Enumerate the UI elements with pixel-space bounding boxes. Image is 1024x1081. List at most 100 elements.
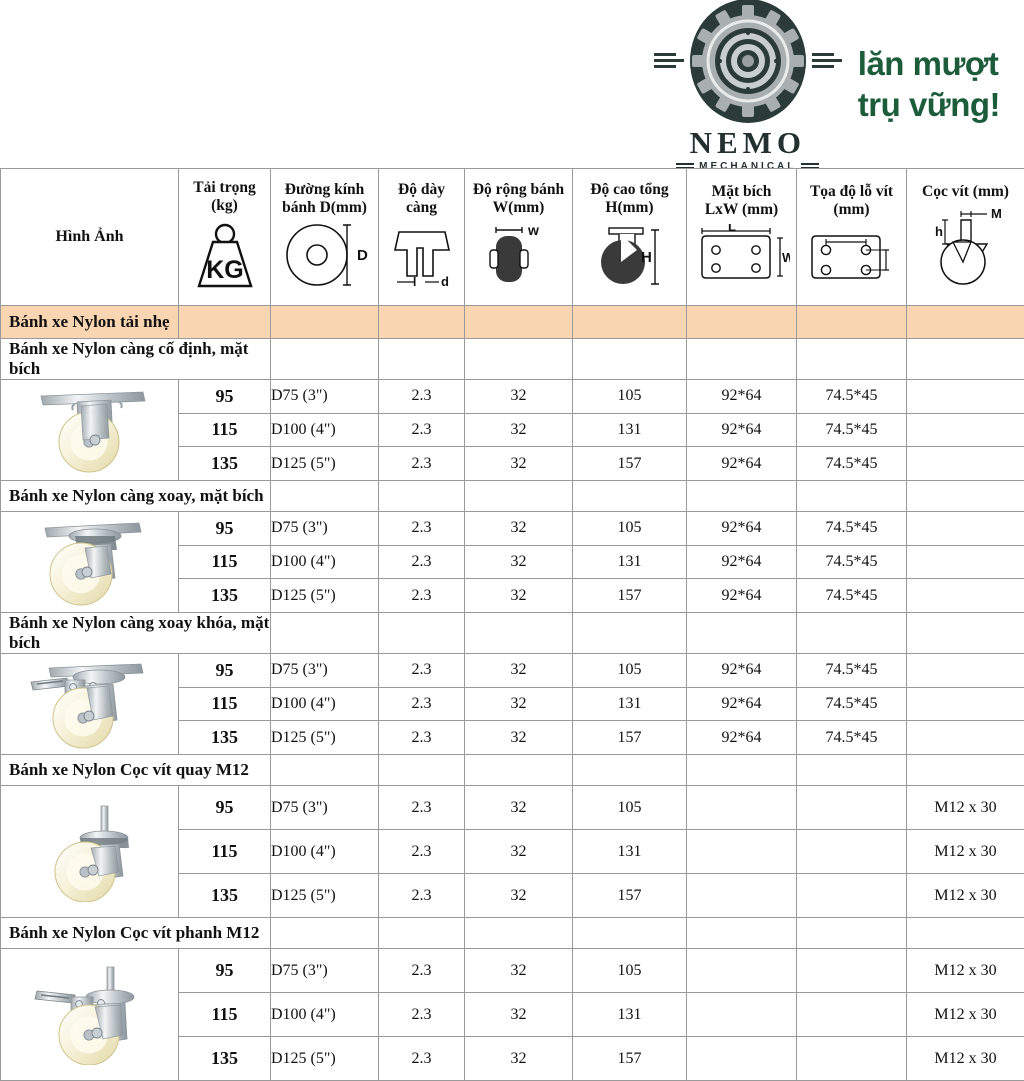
group-filler-cell xyxy=(687,306,797,339)
right-bars-icon xyxy=(812,53,842,68)
cell-load: 115 xyxy=(179,413,271,447)
section-title-row: Bánh xe Nylon càng xoay, mặt bích xyxy=(1,481,1024,512)
cell-flange: 92*64 xyxy=(687,721,797,755)
svg-text:M: M xyxy=(991,206,1002,221)
cell-total-height: 157 xyxy=(573,1037,687,1081)
cell-hole-coords: 74.5*45 xyxy=(797,447,907,481)
cell-fork-thickness: 2.3 xyxy=(379,545,465,579)
cell-total-height: 105 xyxy=(573,654,687,688)
slogan-line-1: lăn mượt xyxy=(858,43,1000,84)
section-filler-cell xyxy=(271,613,379,654)
group-filler-cell xyxy=(465,306,573,339)
cell-load: 95 xyxy=(179,512,271,546)
cell-fork-thickness: 2.3 xyxy=(379,949,465,993)
group-filler-cell xyxy=(907,306,1024,339)
logo-mark: NEMO MECHANICAL xyxy=(654,0,842,172)
cell-wheel-width: 32 xyxy=(465,786,573,830)
section-filler-cell xyxy=(379,613,465,654)
cell-diameter: D125 (5") xyxy=(271,874,379,918)
wheel-diameter-icon: D xyxy=(271,222,378,293)
header-wheel-width: Độ rộng bánh W(mm) w xyxy=(465,169,573,306)
kg-weight-icon: KG xyxy=(179,220,270,295)
svg-text:KG: KG xyxy=(206,256,244,284)
caster-image-cell xyxy=(1,380,179,481)
cell-wheel-width: 32 xyxy=(465,545,573,579)
section-filler-cell xyxy=(907,613,1024,654)
cell-hole-coords xyxy=(797,786,907,830)
left-bars-icon xyxy=(654,53,684,68)
cell-total-height: 105 xyxy=(573,786,687,830)
swivel-plate-caster xyxy=(15,512,165,612)
cell-total-height: 131 xyxy=(573,993,687,1037)
cell-load: 135 xyxy=(179,579,271,613)
cell-flange xyxy=(687,993,797,1037)
cell-flange: 92*64 xyxy=(687,654,797,688)
section-filler-cell xyxy=(797,339,907,380)
cell-stem xyxy=(907,687,1024,721)
section-filler-cell xyxy=(465,339,573,380)
wheel-width-icon: w xyxy=(465,222,572,293)
header-image: Hình Ảnh xyxy=(1,169,179,306)
section-filler-cell xyxy=(687,755,797,786)
cell-total-height: 157 xyxy=(573,874,687,918)
cell-diameter: D125 (5") xyxy=(271,447,379,481)
section-filler-cell xyxy=(271,755,379,786)
cell-fork-thickness: 2.3 xyxy=(379,721,465,755)
cell-fork-thickness: 2.3 xyxy=(379,512,465,546)
cell-diameter: D100 (4") xyxy=(271,413,379,447)
section-title-row: Bánh xe Nylon càng cố định, mặt bích xyxy=(1,339,1024,380)
section-filler-cell xyxy=(907,918,1024,949)
caster-image-cell xyxy=(1,786,179,918)
section-filler-cell xyxy=(379,755,465,786)
cell-flange xyxy=(687,830,797,874)
cell-total-height: 157 xyxy=(573,579,687,613)
section-filler-cell xyxy=(271,481,379,512)
section-filler-cell xyxy=(379,339,465,380)
cell-flange: 92*64 xyxy=(687,512,797,546)
cell-diameter: D125 (5") xyxy=(271,721,379,755)
svg-text:L: L xyxy=(728,224,736,234)
group-filler-cell xyxy=(573,306,687,339)
cell-total-height: 105 xyxy=(573,949,687,993)
top-plate-icon: L W xyxy=(687,224,796,291)
cell-stem xyxy=(907,447,1024,481)
cell-total-height: 105 xyxy=(573,380,687,414)
section-filler-cell xyxy=(687,339,797,380)
cell-wheel-width: 32 xyxy=(465,993,573,1037)
section-title: Bánh xe Nylon Cọc vít phanh M12 xyxy=(1,918,271,949)
cell-diameter: D100 (4") xyxy=(271,830,379,874)
section-title-row: Bánh xe Nylon Cọc vít quay M12 xyxy=(1,755,1024,786)
spec-sheet-page: NEMO MECHANICAL lăn mượt trụ vững! Hình … xyxy=(0,0,1024,1024)
cell-fork-thickness: 2.3 xyxy=(379,993,465,1037)
cell-flange: 92*64 xyxy=(687,545,797,579)
cell-stem xyxy=(907,545,1024,579)
section-filler-cell xyxy=(797,918,907,949)
cell-stem xyxy=(907,512,1024,546)
swivel-stem-brake-caster xyxy=(15,965,165,1065)
cell-wheel-width: 32 xyxy=(465,579,573,613)
cell-hole-coords: 74.5*45 xyxy=(797,579,907,613)
header-hole-pattern: Tọa độ lỗ vít (mm) xyxy=(797,169,907,306)
cell-diameter: D75 (3") xyxy=(271,949,379,993)
cell-total-height: 131 xyxy=(573,687,687,721)
section-filler-cell xyxy=(573,339,687,380)
header-diameter: Đường kính bánh D(mm) D xyxy=(271,169,379,306)
section-filler-cell xyxy=(687,613,797,654)
cell-stem xyxy=(907,413,1024,447)
cell-fork-thickness: 2.3 xyxy=(379,413,465,447)
cell-stem xyxy=(907,654,1024,688)
cell-stem xyxy=(907,579,1024,613)
cell-total-height: 131 xyxy=(573,545,687,579)
section-title-row: Bánh xe Nylon Cọc vít phanh M12 xyxy=(1,918,1024,949)
group-filler-cell xyxy=(379,306,465,339)
cell-fork-thickness: 2.3 xyxy=(379,579,465,613)
cell-wheel-width: 32 xyxy=(465,949,573,993)
cell-fork-thickness: 2.3 xyxy=(379,1037,465,1081)
cell-total-height: 157 xyxy=(573,447,687,481)
caster-image-cell xyxy=(1,654,179,755)
header-load: Tải trọng (kg) KG xyxy=(179,169,271,306)
header-fork-thickness: Độ dày càng l d xyxy=(379,169,465,306)
threaded-stem-icon: M h xyxy=(907,206,1024,291)
cell-diameter: D100 (4") xyxy=(271,993,379,1037)
